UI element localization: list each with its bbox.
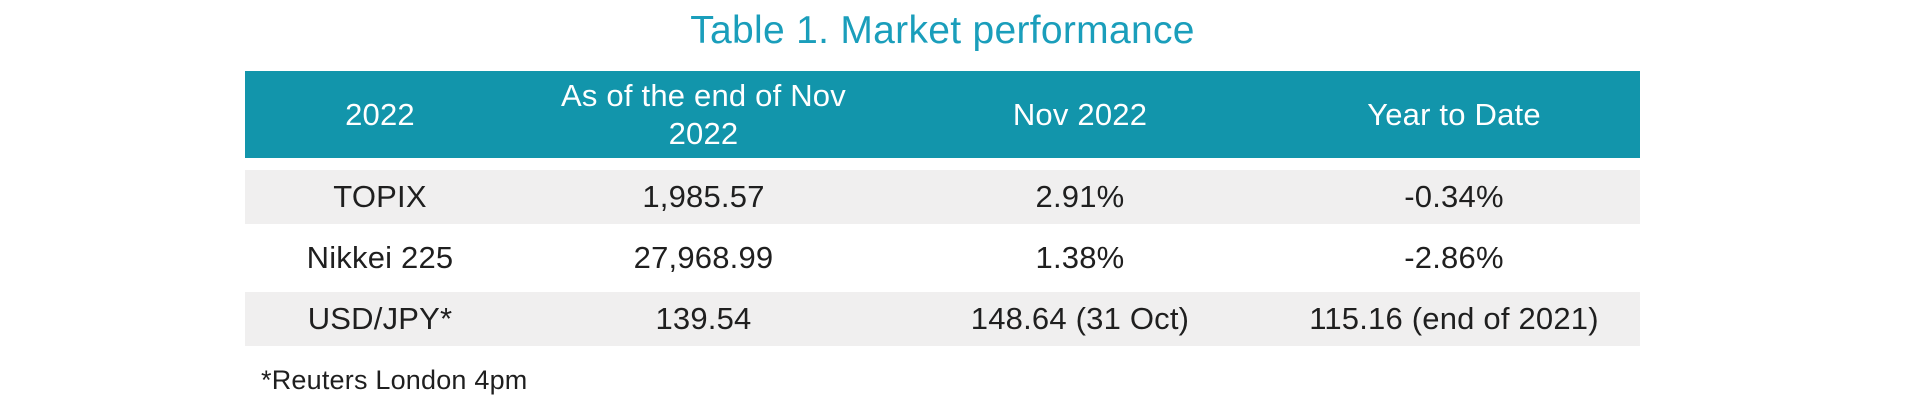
page-title: Table 1. Market performance bbox=[690, 9, 1195, 52]
footnote: *Reuters London 4pm bbox=[261, 365, 528, 395]
value-cell: 148.64 (31 Oct) bbox=[970, 301, 1190, 336]
row-label: USD/JPY* bbox=[307, 301, 453, 336]
value-cell: -2.86% bbox=[1404, 240, 1504, 275]
market-performance-table: 2022 As of the end of Nov 2022 Nov 2022 … bbox=[245, 71, 1640, 346]
column-header-year: 2022 bbox=[345, 96, 415, 132]
row-label: TOPIX bbox=[333, 179, 427, 214]
row-label: Nikkei 225 bbox=[306, 240, 454, 275]
value-cell: -0.34% bbox=[1404, 179, 1504, 214]
value-cell: 1.38% bbox=[1035, 240, 1125, 275]
table-row-usdjpy: USD/JPY* 139.54 148.64 (31 Oct) 115.16 (… bbox=[245, 292, 1640, 346]
table-header-row: 2022 As of the end of Nov 2022 Nov 2022 … bbox=[245, 71, 1640, 158]
table-row-topix: TOPIX 1,985.57 2.91% -0.34% bbox=[245, 170, 1640, 224]
value-cell: 27,968.99 bbox=[633, 240, 774, 275]
table-row-nikkei: Nikkei 225 27,968.99 1.38% -2.86% bbox=[245, 231, 1640, 285]
column-header-nov-2022: Nov 2022 bbox=[1012, 96, 1148, 132]
value-cell: 115.16 (end of 2021) bbox=[1309, 301, 1599, 336]
value-cell: 2.91% bbox=[1035, 179, 1125, 214]
value-cell: 139.54 bbox=[655, 301, 752, 336]
column-header-end-of-nov: As of the end of Nov 2022 bbox=[561, 78, 846, 151]
value-cell: 1,985.57 bbox=[642, 179, 765, 214]
column-header-year-to-date: Year to Date bbox=[1367, 96, 1541, 132]
